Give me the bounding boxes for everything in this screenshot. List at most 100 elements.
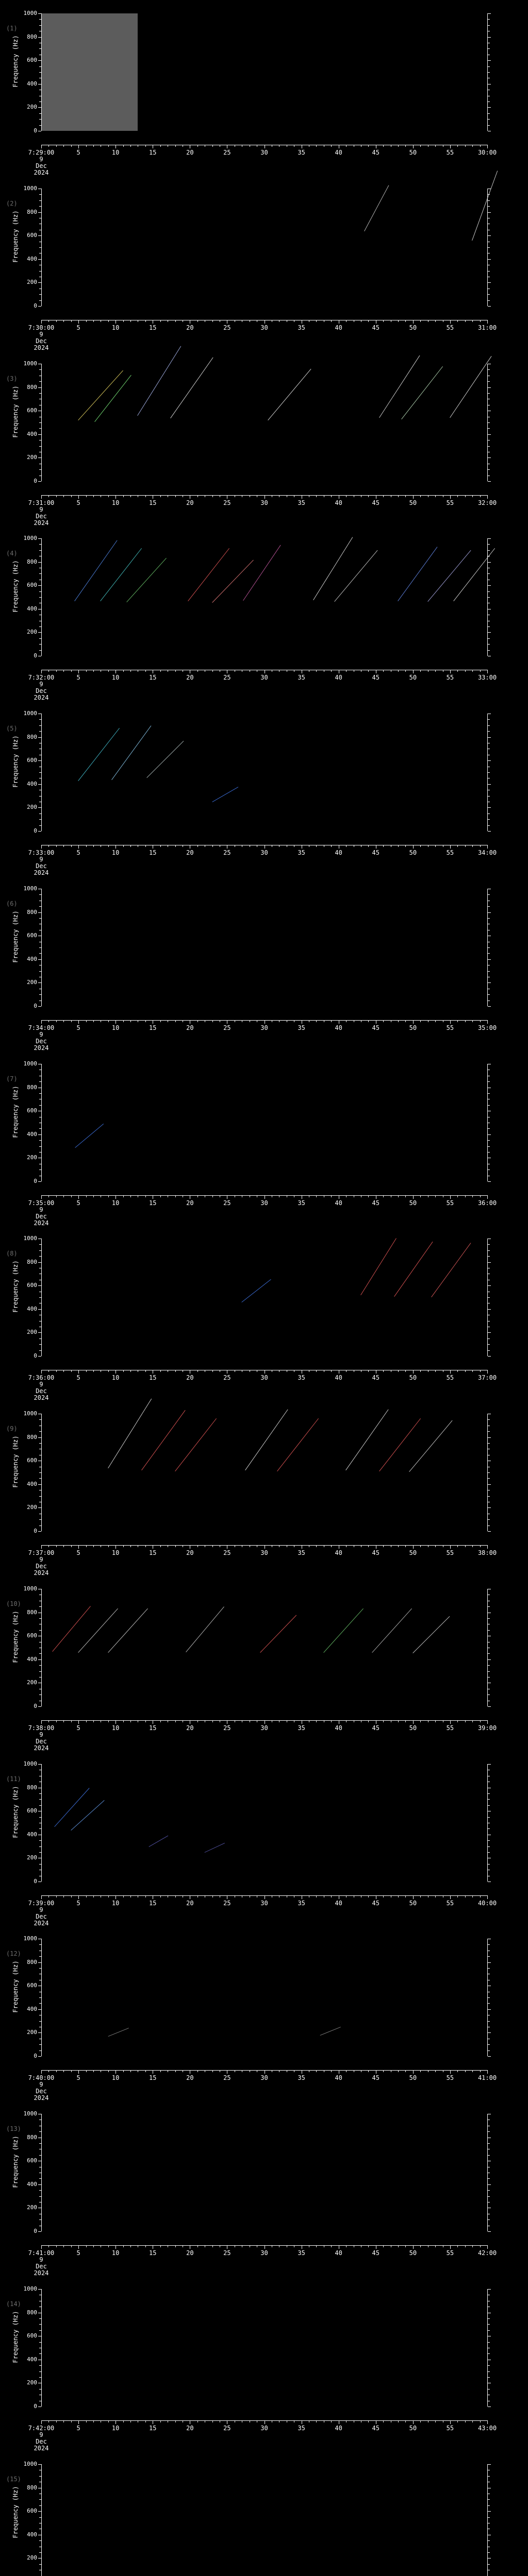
y-tick-label: 1000 (23, 360, 38, 367)
y-tick-minor (39, 1956, 41, 1957)
y-tick-right-major (488, 982, 491, 983)
time-tick-label: 50 (409, 2425, 417, 2432)
time-tick-minor (472, 495, 473, 497)
time-tick-minor (435, 495, 436, 497)
time-tick-minor (435, 1020, 436, 1022)
y-tick-minor (39, 2003, 41, 2004)
y-tick-right-minor (488, 1256, 490, 1257)
time-tick-label: 25 (223, 849, 231, 856)
y-tick-right-minor (488, 1244, 490, 1245)
time-tick-major (41, 1195, 42, 1199)
time-tick-major (41, 495, 42, 499)
y-tick-right-minor (488, 2178, 490, 2179)
plot-area-3[interactable] (41, 346, 492, 481)
time-tick-minor (123, 1020, 124, 1022)
date-stack: 9 Dec 2024 (34, 506, 49, 527)
y-tick-label: 1000 (23, 535, 38, 541)
time-tick-minor (212, 1895, 213, 1897)
time-tick-minor (145, 2245, 146, 2247)
y-tick-minor (39, 2324, 41, 2325)
y-tick-minor (39, 947, 41, 948)
plot-area-14[interactable] (41, 2289, 487, 2406)
date-line-2: 2024 (34, 344, 49, 351)
time-tick-minor (472, 1895, 473, 1897)
plot-area-1[interactable] (41, 13, 487, 131)
y-tick-major (38, 2184, 41, 2185)
plot-area-9[interactable] (41, 1398, 487, 1531)
y-tick-label: 800 (27, 33, 37, 40)
time-tick-minor (316, 2070, 317, 2072)
time-tick-minor (108, 1720, 109, 1722)
time-tick-minor (398, 1895, 399, 1897)
time-tick-minor (160, 670, 161, 672)
y-tick-right-minor (488, 1805, 490, 1806)
time-tick-major (487, 670, 488, 673)
plot-area-13[interactable] (41, 2114, 487, 2231)
time-tick-label: 25 (223, 1549, 231, 1556)
plot-area-12[interactable] (41, 1939, 487, 2056)
time-tick-minor (465, 320, 466, 322)
time-tick-minor (457, 495, 458, 497)
time-tick-minor (383, 2245, 384, 2247)
y-tick-label: 1000 (23, 1410, 38, 1417)
y-tick-label: 0 (34, 1878, 37, 1885)
panel-number-10: (10) (6, 1600, 21, 1607)
y-tick-major (38, 2464, 41, 2465)
time-tick-minor (56, 495, 57, 497)
plot-area-6[interactable] (41, 889, 487, 1006)
date-line-1: Dec (36, 1387, 47, 1395)
time-tick-minor (420, 1895, 421, 1897)
plot-area-4[interactable] (41, 536, 496, 656)
date-line-0: 9 (39, 856, 43, 863)
y-tick-minor (39, 2330, 41, 2331)
y-tick-right-minor (488, 1344, 490, 1345)
y-axis-left-7 (41, 1064, 42, 1181)
time-tick-major (41, 1020, 42, 1024)
time-tick-label: 35 (298, 2074, 305, 2081)
date-stack: 9 Dec 2024 (34, 2257, 49, 2277)
plot-area-2[interactable] (41, 171, 498, 306)
time-tick-major (41, 2245, 42, 2249)
time-axis-end-label: 39:00 (477, 1724, 497, 1732)
time-tick-minor (398, 845, 399, 847)
plot-area-15[interactable] (41, 2464, 487, 2576)
y-tick-major (38, 1507, 41, 1508)
time-tick-minor (130, 145, 131, 147)
y-tick-minor (39, 638, 41, 639)
plot-area-11[interactable] (41, 1764, 487, 1882)
time-tick-minor (175, 495, 176, 497)
time-tick-minor (160, 2070, 161, 2072)
time-tick-minor (420, 2245, 421, 2247)
time-tick-minor (420, 320, 421, 322)
time-tick-minor (405, 2245, 406, 2247)
y-axis-left-15 (41, 2464, 42, 2576)
plot-area-7[interactable] (41, 1064, 487, 1181)
time-tick-label: 25 (223, 149, 231, 156)
time-axis-end-label: 31:00 (477, 324, 497, 331)
time-tick-major (41, 845, 42, 849)
time-tick-minor (93, 1195, 94, 1197)
time-tick-minor (331, 1195, 332, 1197)
time-tick-minor (86, 1720, 87, 1722)
y-tick-right-minor (488, 2021, 490, 2022)
time-tick-major (41, 2070, 42, 2074)
y-tick-label: 200 (27, 629, 37, 635)
plot-area-10[interactable] (41, 1589, 487, 1706)
time-tick-label: 20 (186, 324, 194, 331)
plot-area-8[interactable] (41, 1238, 487, 1356)
time-tick-minor (368, 145, 369, 147)
time-tick-minor (212, 145, 213, 147)
detection-mark (345, 1409, 389, 1471)
time-tick-minor (420, 2070, 421, 2072)
time-tick-minor (331, 1370, 332, 1372)
y-axis-right-6 (487, 889, 488, 1006)
time-tick-major (413, 1720, 414, 1724)
y-tick-right-minor (488, 381, 490, 382)
time-tick-label: 15 (149, 1724, 157, 1732)
y-axis-right-2 (487, 189, 488, 306)
time-tick-label: 25 (223, 2074, 231, 2081)
time-tick-minor (93, 1020, 94, 1022)
plot-area-5[interactable] (41, 714, 487, 831)
time-tick-label: 40 (335, 2425, 342, 2432)
y-tick-right-minor (488, 2505, 490, 2506)
